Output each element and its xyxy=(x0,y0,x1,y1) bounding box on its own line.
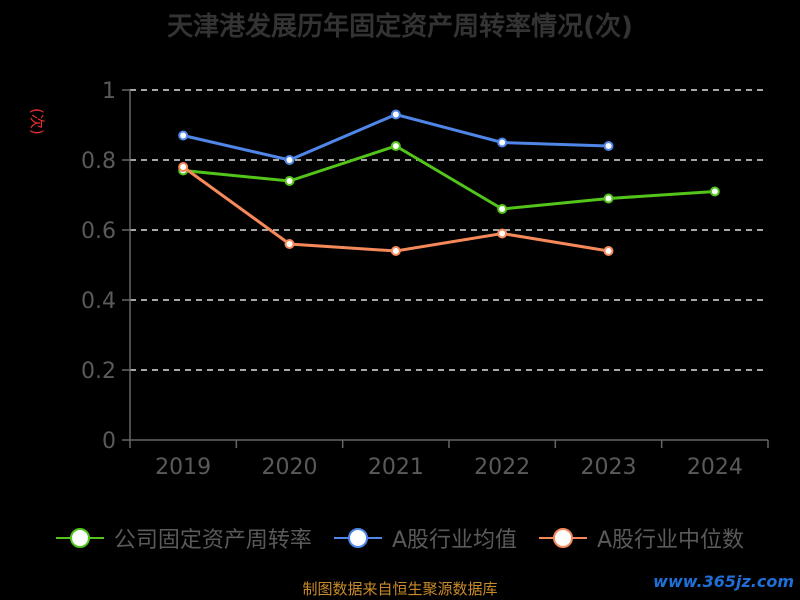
legend: 公司固定资产周转率 A股行业均值 A股行业中位数 xyxy=(0,520,800,556)
legend-item-industry-median[interactable]: A股行业中位数 xyxy=(539,522,744,554)
series-point-1 xyxy=(603,141,614,151)
x-tick-label: 2019 xyxy=(155,455,211,480)
y-tick-label: 0.4 xyxy=(81,289,116,314)
legend-item-company[interactable]: 公司固定资产周转率 xyxy=(55,522,312,554)
legend-marker-company xyxy=(55,526,104,550)
legend-marker-industry-median xyxy=(539,526,587,550)
legend-marker-industry-mean xyxy=(333,526,382,550)
y-tick-label: 0.8 xyxy=(81,149,116,174)
series-line-0 xyxy=(183,144,715,211)
y-tick-label: 0 xyxy=(102,429,116,454)
axis-layer: 0 0.2 0.4 0.6 0.8 1 2019 2020 2021 2022 2023 2024 xyxy=(81,79,769,480)
y-tick-label: 0.2 xyxy=(81,359,116,384)
series-point-2 xyxy=(284,239,295,249)
series-point-0 xyxy=(603,193,614,204)
series-point-0 xyxy=(390,141,401,151)
legend-label-company: 公司固定资产周转率 xyxy=(113,528,312,553)
x-tick-label: 2024 xyxy=(687,455,743,480)
series-point-1 xyxy=(284,155,295,165)
legend-label-industry-mean: A股行业均值 xyxy=(391,528,517,553)
x-tick-label: 2021 xyxy=(368,455,424,480)
series-point-2 xyxy=(390,246,401,256)
data-source-note: 制图数据来自恒生聚源数据库 xyxy=(302,580,498,598)
series-point-0 xyxy=(709,186,720,197)
y-tick-label: 1 xyxy=(102,79,116,104)
series-point-1 xyxy=(178,130,189,141)
series-layer xyxy=(178,109,720,256)
x-tick-label: 2022 xyxy=(474,455,530,480)
grid-layer xyxy=(130,89,768,371)
series-line-2 xyxy=(182,165,609,253)
y-tick-label: 0.6 xyxy=(81,219,116,244)
legend-item-industry-mean[interactable]: A股行业均值 xyxy=(333,522,517,554)
series-point-2 xyxy=(178,162,189,172)
series-point-0 xyxy=(284,176,295,186)
series-point-2 xyxy=(497,228,508,239)
legend-label-industry-median: A股行业中位数 xyxy=(597,528,745,553)
series-line-1 xyxy=(182,112,609,162)
series-point-1 xyxy=(497,137,508,148)
chart-title: 天津港发展历年固定资产周转率情况(次) xyxy=(167,12,633,42)
series-point-2 xyxy=(603,246,614,256)
x-tick-label: 2020 xyxy=(262,455,318,480)
series-point-0 xyxy=(497,204,508,214)
site-watermark: www.365jz.com xyxy=(653,572,794,591)
x-tick-label: 2023 xyxy=(581,455,637,480)
series-point-1 xyxy=(390,109,401,120)
